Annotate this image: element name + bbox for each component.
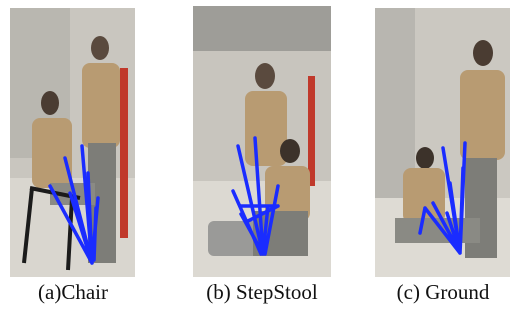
photo-chair [10,8,135,277]
head [41,91,59,115]
head [255,63,275,89]
head [280,139,300,163]
wall-top [193,6,331,51]
jacket [32,118,72,188]
caption: (b) StepStool [206,280,318,304]
page: {"figure": {"panels": [ {"caption": "(a)… [0,0,521,314]
caption: (c) Ground [397,280,490,304]
jacket [82,63,120,148]
head [473,40,493,66]
photo-ground [375,8,510,277]
ladder [120,68,128,238]
jacket [460,70,505,160]
figure: (a)Chair (b) StepStool (c) Ground [0,0,521,314]
head [91,36,109,60]
head [416,147,434,169]
photo-stepstool [193,6,331,277]
ladder [308,76,315,186]
caption: (a)Chair [38,280,108,304]
